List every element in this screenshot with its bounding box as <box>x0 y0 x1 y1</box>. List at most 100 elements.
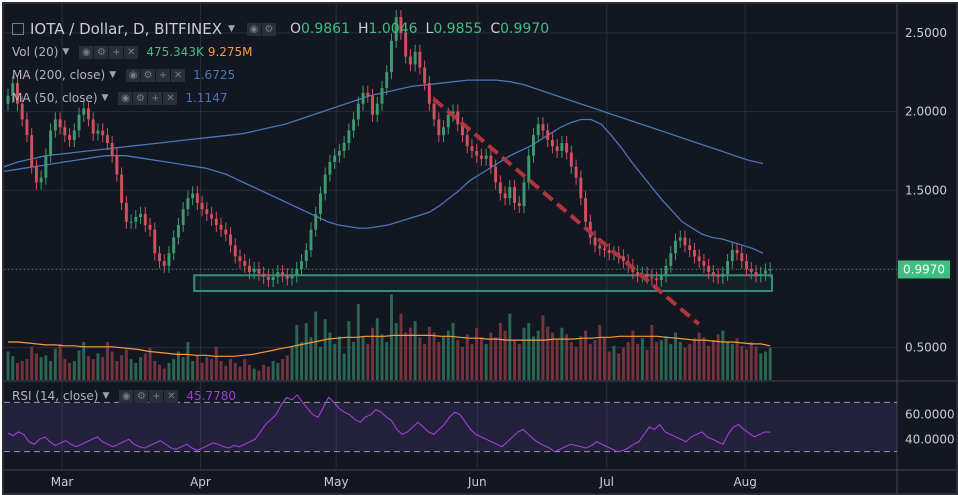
volume-bar <box>489 332 493 380</box>
gear-icon[interactable]: ⚙ <box>134 389 149 403</box>
candle <box>304 250 308 262</box>
candle <box>423 67 427 84</box>
gear-icon[interactable]: ⚙ <box>94 45 109 59</box>
volume-bar <box>593 340 597 380</box>
candle <box>20 103 24 120</box>
vol-indicator[interactable]: Vol (20) ▼ ◉ ⚙ + ✕ 475.343K 9.275M <box>12 44 253 60</box>
candle <box>162 261 166 266</box>
volume-bar <box>120 355 124 380</box>
eye-icon[interactable]: ◉ <box>119 389 134 403</box>
volume-bar <box>546 326 550 380</box>
x-tick-label: Jun <box>467 475 487 489</box>
ohlc-key: L <box>425 21 434 37</box>
volume-bar <box>200 362 204 380</box>
plus-icon[interactable]: + <box>109 45 124 59</box>
volume-bar <box>754 346 758 380</box>
candle <box>34 166 38 183</box>
eye-icon[interactable]: ◉ <box>118 91 133 105</box>
volume-bar <box>598 324 602 380</box>
candle <box>456 111 460 125</box>
candle <box>39 177 43 183</box>
volume-bar <box>621 347 625 380</box>
volume-bar <box>735 338 739 380</box>
plus-icon[interactable]: + <box>149 389 164 403</box>
volume-bar <box>522 327 526 380</box>
candle <box>44 155 48 178</box>
rsi-controls: ◉ ⚙ + ✕ <box>119 389 179 403</box>
volume-bar <box>356 304 360 380</box>
candle <box>361 92 365 104</box>
collapse-icon[interactable] <box>12 23 24 35</box>
rsi-indicator[interactable]: RSI (14, close) ▼ ◉ ⚙ + ✕ 45.7780 <box>12 388 236 404</box>
volume-bar <box>252 368 256 380</box>
volume-bar <box>20 361 24 380</box>
volume-bar <box>697 332 701 380</box>
candle <box>550 139 554 147</box>
volume-bar <box>49 361 53 380</box>
ma200-line <box>4 79 764 168</box>
volume-bar <box>494 337 498 380</box>
volume-bar <box>470 343 474 380</box>
volume-bar <box>82 342 86 380</box>
last-price-tag <box>898 260 950 279</box>
volume-bar <box>39 357 43 380</box>
chart-title[interactable]: IOTA / Dollar, D, BITFINEX <box>30 20 223 38</box>
y-tick-label: 2.5000 <box>905 26 947 40</box>
candle <box>371 95 374 115</box>
candle <box>404 32 408 57</box>
close-icon[interactable]: ✕ <box>171 68 186 82</box>
x-tick-label: Aug <box>733 475 756 489</box>
candle <box>356 103 360 120</box>
candle <box>730 250 734 262</box>
gear-icon[interactable]: ⚙ <box>133 91 148 105</box>
candle <box>148 224 152 230</box>
chevron-down-icon[interactable]: ▼ <box>62 47 70 57</box>
ma200-indicator[interactable]: MA (200, close) ▼ ◉ ⚙ + ✕ 1.6725 <box>12 67 235 83</box>
candle <box>186 198 190 210</box>
volume-ma-line <box>8 334 771 357</box>
volume-bar <box>30 346 34 380</box>
volume-bar <box>210 359 214 380</box>
vol-label: Vol (20) <box>12 45 59 59</box>
chevron-down-icon[interactable]: ▼ <box>228 24 235 34</box>
volume-bar <box>361 337 365 380</box>
eye-icon[interactable]: ◉ <box>126 68 141 82</box>
candle <box>664 265 668 276</box>
chevron-down-icon[interactable]: ▼ <box>109 70 117 80</box>
candle <box>655 278 659 280</box>
volume-bar <box>636 343 640 380</box>
ma50-label: MA (50, close) <box>12 91 98 105</box>
candle <box>96 130 100 134</box>
volume-bar <box>352 342 356 380</box>
chevron-down-icon[interactable]: ▼ <box>102 391 110 401</box>
chevron-down-icon[interactable]: ▼ <box>101 93 109 103</box>
gear-icon[interactable]: ⚙ <box>261 22 276 36</box>
x-tick-label: May <box>324 475 349 489</box>
gear-icon[interactable]: ⚙ <box>141 68 156 82</box>
close-icon[interactable]: ✕ <box>163 91 178 105</box>
volume-bar <box>262 364 266 380</box>
candle <box>636 272 640 276</box>
candle <box>129 221 133 223</box>
candle <box>257 268 261 274</box>
plus-icon[interactable]: + <box>156 68 171 82</box>
volume-bar <box>479 337 483 380</box>
volume-bar <box>603 337 606 380</box>
candle <box>650 276 654 279</box>
candle <box>167 253 171 266</box>
volume-bar <box>418 337 422 380</box>
volume-bar <box>11 356 15 380</box>
ma50-indicator[interactable]: MA (50, close) ▼ ◉ ⚙ + ✕ 1.1147 <box>12 90 227 106</box>
close-icon[interactable]: ✕ <box>124 45 139 59</box>
eye-icon[interactable]: ◉ <box>79 45 94 59</box>
close-icon[interactable]: ✕ <box>164 389 179 403</box>
rsi-tick-label: 60.0000 <box>905 408 955 422</box>
volume-bar <box>134 362 138 380</box>
volume-bar <box>678 342 682 380</box>
volume-bar <box>129 359 133 380</box>
plus-icon[interactable]: + <box>148 91 163 105</box>
candle <box>565 143 569 153</box>
candle <box>210 213 214 219</box>
eye-icon[interactable]: ◉ <box>246 22 261 36</box>
